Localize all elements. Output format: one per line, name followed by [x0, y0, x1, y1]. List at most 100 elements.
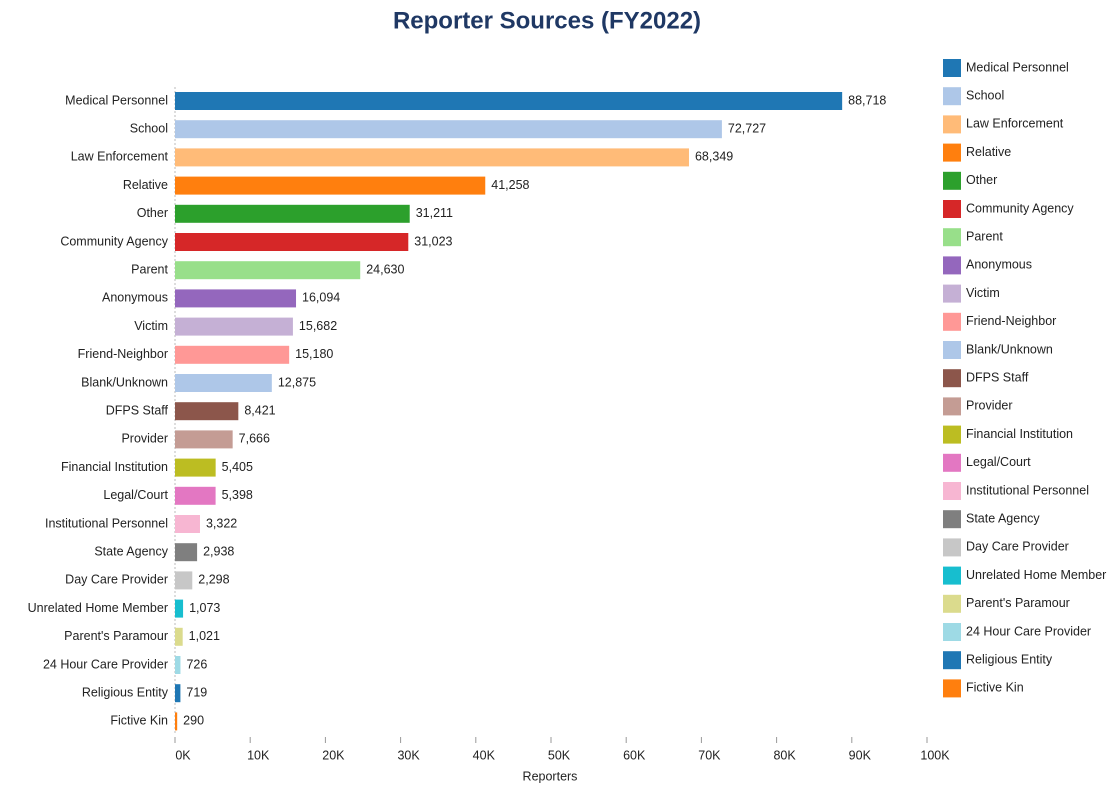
- legend-label: Blank/Unknown: [966, 342, 1053, 356]
- bar: [175, 430, 233, 449]
- legend-swatch: [943, 651, 961, 670]
- legend-swatch: [943, 510, 961, 529]
- legend-label: Parent's Paramour: [966, 596, 1070, 610]
- y-tick-label: DFPS Staff: [106, 403, 169, 417]
- x-axis-label: Reporters: [523, 769, 578, 783]
- bar: [175, 317, 293, 336]
- legend-label: Legal/Court: [966, 455, 1031, 469]
- legend-label: Religious Entity: [966, 652, 1053, 666]
- bar: [175, 289, 297, 308]
- legend-label: Provider: [966, 399, 1013, 413]
- value-label: 68,349: [695, 150, 733, 164]
- y-tick-label: Anonymous: [102, 291, 168, 305]
- legend-label: Anonymous: [966, 258, 1032, 272]
- value-label: 7,666: [239, 432, 270, 446]
- legend-swatch: [943, 143, 961, 162]
- value-label: 15,180: [295, 347, 333, 361]
- y-tick-label: Victim: [134, 319, 168, 333]
- bar: [175, 148, 689, 167]
- bar: [175, 374, 272, 392]
- value-label: 5,398: [222, 488, 253, 502]
- bar: [175, 120, 722, 139]
- bar: [175, 543, 198, 562]
- x-tick-label: 40K: [473, 748, 496, 762]
- legend-swatch: [943, 256, 961, 275]
- y-tick-label: Relative: [123, 178, 168, 192]
- y-tick-label: Unrelated Home Member: [28, 601, 168, 615]
- legend-swatch: [943, 566, 961, 585]
- x-tick-label: 100K: [920, 748, 950, 762]
- value-label: 3,322: [206, 516, 237, 530]
- bar: [175, 599, 184, 618]
- value-label: 719: [186, 685, 207, 699]
- legend-label: Medical Personnel: [966, 60, 1069, 74]
- y-tick-label: Legal/Court: [103, 488, 168, 502]
- legend-label: Parent: [966, 229, 1003, 243]
- legend-label: Friend-Neighbor: [966, 314, 1056, 328]
- y-tick-label: Blank/Unknown: [81, 375, 168, 389]
- legend-label: Financial Institution: [966, 427, 1073, 441]
- x-tick-label: 50K: [548, 748, 571, 762]
- value-label: 5,405: [222, 460, 253, 474]
- x-tick-label: 30K: [397, 748, 420, 762]
- legend-label: Victim: [966, 286, 1000, 300]
- y-tick-label: State Agency: [94, 544, 168, 558]
- value-label: 72,727: [728, 121, 766, 135]
- value-label: 24,630: [366, 262, 404, 276]
- bar: [175, 486, 216, 505]
- y-tick-label: School: [130, 121, 168, 135]
- bar: [175, 712, 178, 731]
- legend-label: Community Agency: [966, 201, 1074, 215]
- bar: [175, 204, 410, 223]
- y-tick-label: Parent: [131, 262, 168, 276]
- value-label: 726: [186, 657, 207, 671]
- legend-swatch: [943, 284, 961, 303]
- legend-label: Unrelated Home Member: [966, 568, 1106, 582]
- bar: [175, 176, 486, 195]
- y-tick-label: Parent's Paramour: [64, 629, 168, 643]
- y-tick-label: Law Enforcement: [71, 150, 169, 164]
- y-tick-label: Provider: [121, 432, 168, 446]
- legend-label: Law Enforcement: [966, 117, 1064, 131]
- legend-label: 24 Hour Care Provider: [966, 624, 1091, 638]
- legend-swatch: [943, 453, 961, 472]
- value-label: 290: [183, 714, 204, 728]
- x-tick-label: 60K: [623, 748, 646, 762]
- legend-swatch: [943, 397, 961, 416]
- value-label: 2,938: [203, 544, 234, 558]
- legend-swatch: [943, 59, 961, 77]
- y-tick-label: 24 Hour Care Provider: [43, 657, 168, 671]
- x-tick-label: 10K: [247, 748, 270, 762]
- bar: [175, 656, 181, 674]
- legend-swatch: [943, 87, 961, 106]
- legend-swatch: [943, 369, 961, 388]
- legend-swatch: [943, 200, 961, 218]
- y-tick-label: Fictive Kin: [110, 714, 168, 728]
- bar: [175, 92, 843, 110]
- legend-swatch: [943, 594, 961, 613]
- value-label: 31,211: [416, 206, 453, 220]
- bar: [175, 571, 193, 590]
- legend-swatch: [943, 538, 961, 557]
- bar: [175, 402, 239, 421]
- legend-swatch: [943, 425, 961, 444]
- y-tick-label: Institutional Personnel: [45, 516, 168, 530]
- legend-label: School: [966, 88, 1004, 102]
- x-tick-label: 20K: [322, 748, 345, 762]
- value-label: 8,421: [244, 403, 275, 417]
- bar: [175, 627, 183, 646]
- legend-swatch: [943, 228, 961, 247]
- y-tick-label: Religious Entity: [82, 685, 169, 699]
- legend-swatch: [943, 115, 961, 134]
- y-tick-label: Financial Institution: [61, 460, 168, 474]
- value-label: 88,718: [848, 93, 886, 107]
- legend-label: Other: [966, 173, 997, 187]
- legend-swatch: [943, 679, 961, 698]
- y-tick-label: Community Agency: [60, 234, 168, 248]
- legend-label: Day Care Provider: [966, 540, 1069, 554]
- legend-swatch: [943, 312, 961, 331]
- x-tick-label: 90K: [849, 748, 872, 762]
- legend-swatch: [943, 482, 961, 500]
- bar: [175, 345, 290, 364]
